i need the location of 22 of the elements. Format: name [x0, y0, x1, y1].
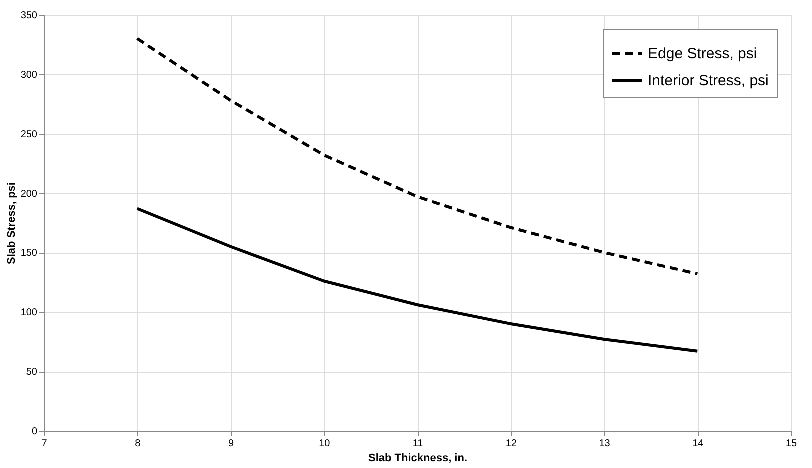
y-tick-label: 50	[26, 367, 38, 378]
x-tick-label: 14	[692, 438, 704, 450]
line-series	[136, 207, 700, 353]
y-tick-label: 300	[20, 70, 38, 81]
x-tick-label: 13	[599, 438, 611, 450]
x-tick-label: 11	[412, 438, 424, 450]
legend-label: Edge Stress, psi	[648, 46, 758, 62]
y-tick-label: 200	[20, 188, 38, 200]
y-tick-label: 0	[32, 426, 38, 438]
x-tick-label: 8	[135, 438, 142, 450]
y-tick-label: 350	[20, 10, 38, 22]
x-tick-label: 9	[228, 438, 234, 450]
y-axis-title: Slab Stress, psi	[6, 182, 18, 264]
x-axis-title: Slab Thickness, in.	[368, 452, 468, 464]
y-tick-label: 100	[20, 308, 38, 319]
x-tick-label: 10	[319, 438, 331, 450]
x-tick-label: 12	[506, 438, 518, 450]
y-tick-label: 150	[20, 248, 38, 260]
x-tick-label: 15	[786, 438, 798, 450]
y-tick-label: 250	[20, 129, 38, 140]
legend-label: Interior Stress, psi	[648, 72, 769, 90]
x-tick-label: 7	[42, 438, 48, 450]
